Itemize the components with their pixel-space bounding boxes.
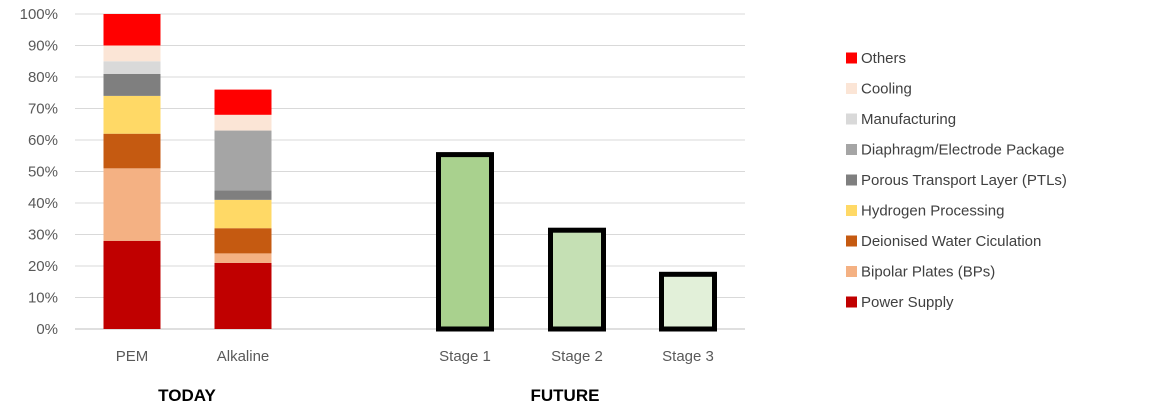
bar-alkaline-power-supply: [214, 262, 272, 329]
bar-alkaline-others: [214, 89, 272, 115]
x-category-label: Stage 1: [439, 348, 491, 365]
legend-swatch: [846, 174, 857, 186]
bar-pem-cooling: [103, 45, 161, 62]
legend-item-hydrogen-processing: Hydrogen Processing: [846, 203, 1004, 220]
bar-pem-power-supply: [103, 240, 161, 329]
legend-swatch: [846, 113, 857, 125]
x-category-label: Alkaline: [217, 348, 270, 365]
legend-swatch: [846, 144, 857, 155]
y-tick-label: 50%: [28, 164, 58, 181]
bar-alkaline-hydrogen-processing: [214, 199, 272, 229]
legend-item-diaphragm-electrode-package: Diaphragm/Electrode Package: [846, 142, 1064, 159]
legend-swatch: [846, 205, 857, 216]
y-tick-label: 90%: [28, 38, 58, 55]
legend-item-bipolar-plates-bps: Bipolar Plates (BPs): [846, 264, 995, 281]
legend-swatch: [846, 52, 857, 64]
legend-label: Deionised Water Ciculation: [861, 233, 1041, 250]
y-tick-label: 0%: [36, 321, 58, 338]
bar-stage-2: [548, 227, 606, 332]
bars: [103, 14, 717, 332]
grid-lines: [75, 13, 745, 330]
y-tick-label: 80%: [28, 69, 58, 86]
legend-item-others: Others: [846, 50, 906, 67]
group-label-today: TODAY: [158, 386, 216, 405]
y-tick-label: 40%: [28, 195, 58, 212]
y-tick-label: 10%: [28, 290, 58, 307]
x-category-label: Stage 2: [551, 348, 603, 365]
legend-label: Cooling: [861, 81, 912, 98]
y-tick-label: 70%: [28, 101, 58, 118]
bar-alkaline-bipolar-plates-bps: [214, 253, 272, 263]
bar-pem-porous-transport-layer-ptls: [103, 73, 161, 96]
bar-alkaline-deionised-water-ciculation: [214, 228, 272, 254]
legend-label: Bipolar Plates (BPs): [861, 264, 995, 281]
bar-pem-bipolar-plates-bps: [103, 168, 161, 241]
legend-swatch: [846, 266, 857, 277]
legend-label: Porous Transport Layer (PTLs): [861, 172, 1067, 189]
bar-stage-3: [659, 271, 717, 332]
legend-swatch: [846, 296, 857, 308]
legend-label: Others: [861, 50, 906, 67]
bar-alkaline-diaphragm-electrode-package: [214, 130, 272, 191]
y-tick-label: 60%: [28, 132, 58, 149]
bar-pem-manufacturing: [103, 61, 161, 74]
legend-item-cooling: Cooling: [846, 81, 912, 98]
legend-swatch: [846, 235, 857, 247]
group-label-future: FUTURE: [531, 386, 600, 405]
x-axis-category-labels: PEM Alkaline Stage 1 Stage 2 Stage 3: [116, 348, 714, 365]
y-tick-label: 100%: [20, 6, 58, 23]
legend-item-manufacturing: Manufacturing: [846, 111, 956, 128]
bar-stage-1: [436, 152, 494, 332]
legend-label: Diaphragm/Electrode Package: [861, 142, 1064, 159]
bar-pem-others: [103, 14, 161, 46]
legend-item-deionised-water-ciculation: Deionised Water Ciculation: [846, 233, 1041, 250]
legend: Others Cooling Manufacturing Diaphragm/Elec…: [846, 50, 1067, 311]
y-tick-label: 20%: [28, 258, 58, 275]
legend-item-porous-transport-layer-ptls: Porous Transport Layer (PTLs): [846, 172, 1067, 189]
y-tick-label: 30%: [28, 227, 58, 244]
legend-label: Hydrogen Processing: [861, 203, 1004, 220]
bar-pem-hydrogen-processing: [103, 95, 161, 134]
legend-label: Manufacturing: [861, 111, 956, 128]
x-category-label: Stage 3: [662, 348, 714, 365]
group-labels: TODAY FUTURE: [158, 386, 599, 405]
legend-item-power-supply: Power Supply: [846, 294, 954, 311]
bar-pem-deionised-water-ciculation: [103, 133, 161, 169]
bar-alkaline-cooling: [214, 114, 272, 131]
bar-alkaline-porous-transport-layer-ptls: [214, 190, 272, 200]
legend-label: Power Supply: [861, 294, 954, 311]
x-category-label: PEM: [116, 348, 149, 365]
legend-swatch: [846, 83, 857, 94]
y-axis-tick-labels: 0% 10% 20% 30% 40% 50% 60% 70% 80% 90% 100%: [20, 6, 58, 338]
